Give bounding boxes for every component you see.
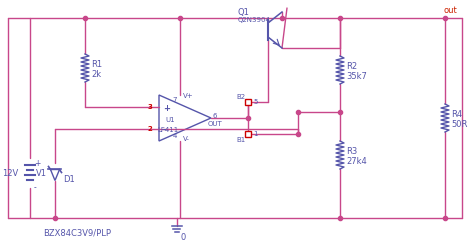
Bar (245, 99, 251, 105)
Text: 1: 1 (253, 131, 257, 137)
Text: V+: V+ (183, 93, 193, 99)
Bar (245, 131, 251, 137)
Text: -: - (163, 125, 167, 135)
Text: OUT: OUT (208, 121, 223, 127)
Text: 5: 5 (253, 99, 257, 105)
Text: +: + (163, 103, 170, 112)
Text: R3: R3 (346, 146, 357, 156)
Text: 6: 6 (213, 113, 218, 119)
Text: V-: V- (183, 136, 190, 142)
Text: 12V: 12V (2, 169, 18, 179)
Text: 0: 0 (181, 233, 186, 243)
Text: U1: U1 (165, 117, 174, 123)
Text: D1: D1 (63, 174, 75, 184)
Text: R4: R4 (451, 109, 462, 119)
Text: Q1: Q1 (238, 7, 250, 17)
Text: 50R: 50R (451, 120, 467, 128)
Text: R2: R2 (346, 62, 357, 70)
Text: out: out (443, 5, 457, 15)
Text: 3: 3 (147, 104, 152, 110)
Text: V1: V1 (36, 169, 47, 179)
Text: +: + (34, 159, 40, 167)
Text: B1: B1 (236, 137, 245, 143)
Text: -: - (34, 184, 37, 192)
Text: Q2N3904: Q2N3904 (238, 17, 271, 23)
Text: LF411: LF411 (157, 127, 178, 133)
Text: 27k4: 27k4 (346, 157, 367, 165)
Text: R1: R1 (91, 60, 102, 68)
Text: 4: 4 (173, 133, 177, 139)
Text: BZX84C3V9/PLP: BZX84C3V9/PLP (43, 228, 111, 238)
Text: 2k: 2k (91, 69, 101, 79)
Text: 2: 2 (147, 126, 152, 132)
Text: 7: 7 (173, 97, 177, 103)
Text: B2: B2 (236, 94, 245, 100)
Text: 35k7: 35k7 (346, 71, 367, 81)
